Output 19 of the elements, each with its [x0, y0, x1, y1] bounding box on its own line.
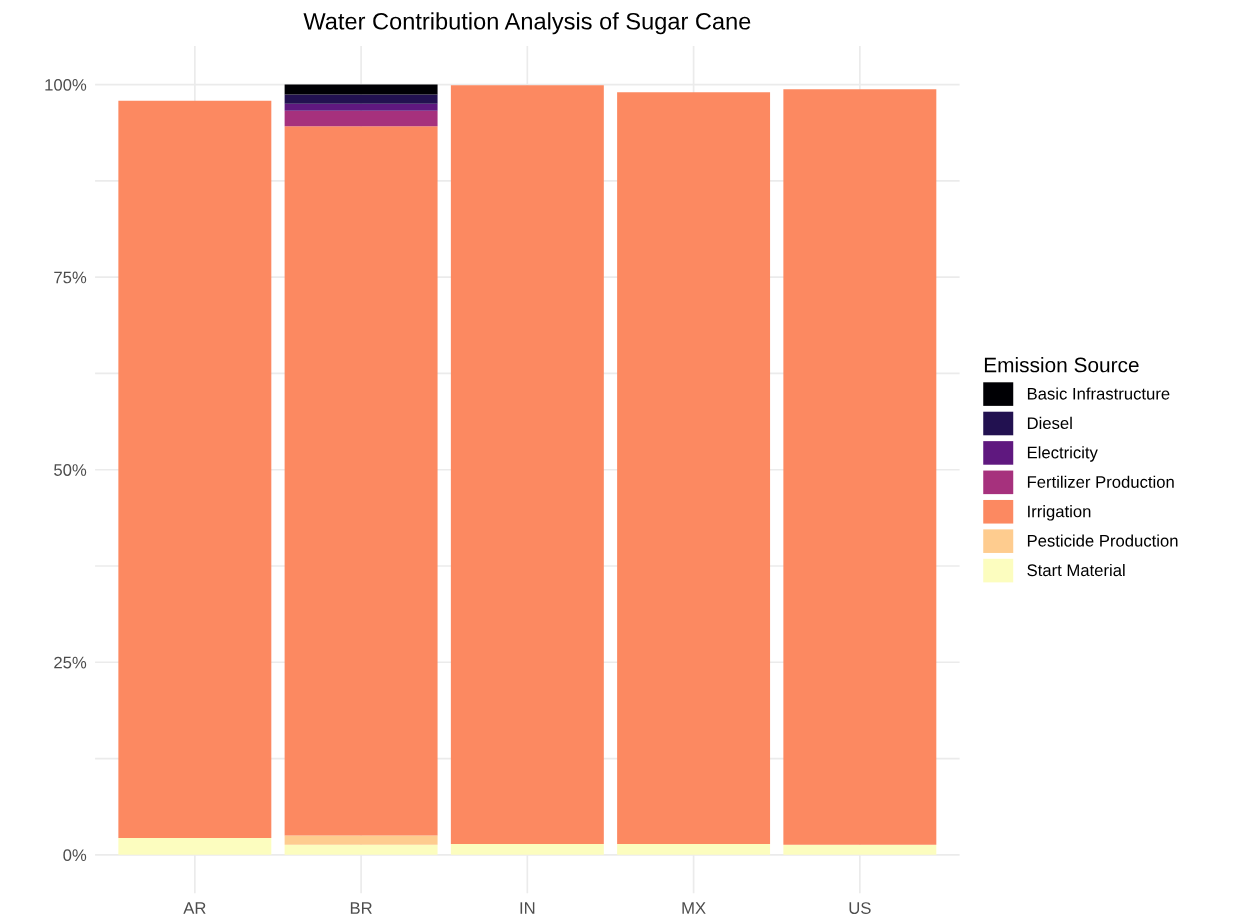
- x-tick-label: IN: [520, 902, 535, 914]
- x-tick-label: AR: [183, 902, 206, 914]
- y-tick-label: 75%: [54, 271, 87, 284]
- chart-title: Water Contribution Analysis of Sugar Cane: [303, 12, 751, 35]
- y-tick-label: 100%: [45, 78, 87, 91]
- x-tick-label: MX: [682, 902, 706, 914]
- y-tick-label: 50%: [54, 464, 87, 476]
- legend-label: Start Material: [1027, 563, 1125, 577]
- legend-title: Emission Source: [984, 357, 1139, 373]
- x-tick-label: BR: [350, 902, 372, 914]
- legend-label: Electricity: [1027, 446, 1098, 462]
- y-tick-label: 0%: [63, 849, 87, 862]
- legend-label: Fertilizer Production: [1027, 475, 1174, 488]
- legend-label: Pesticide Production: [1027, 534, 1178, 547]
- legend-label: Basic Infrastructure: [1027, 387, 1170, 400]
- legend-label: Diesel: [1027, 416, 1072, 430]
- y-tick-label: 25%: [54, 656, 87, 669]
- legend-label: Irrigation: [1028, 505, 1091, 521]
- x-tick-label: US: [849, 902, 871, 914]
